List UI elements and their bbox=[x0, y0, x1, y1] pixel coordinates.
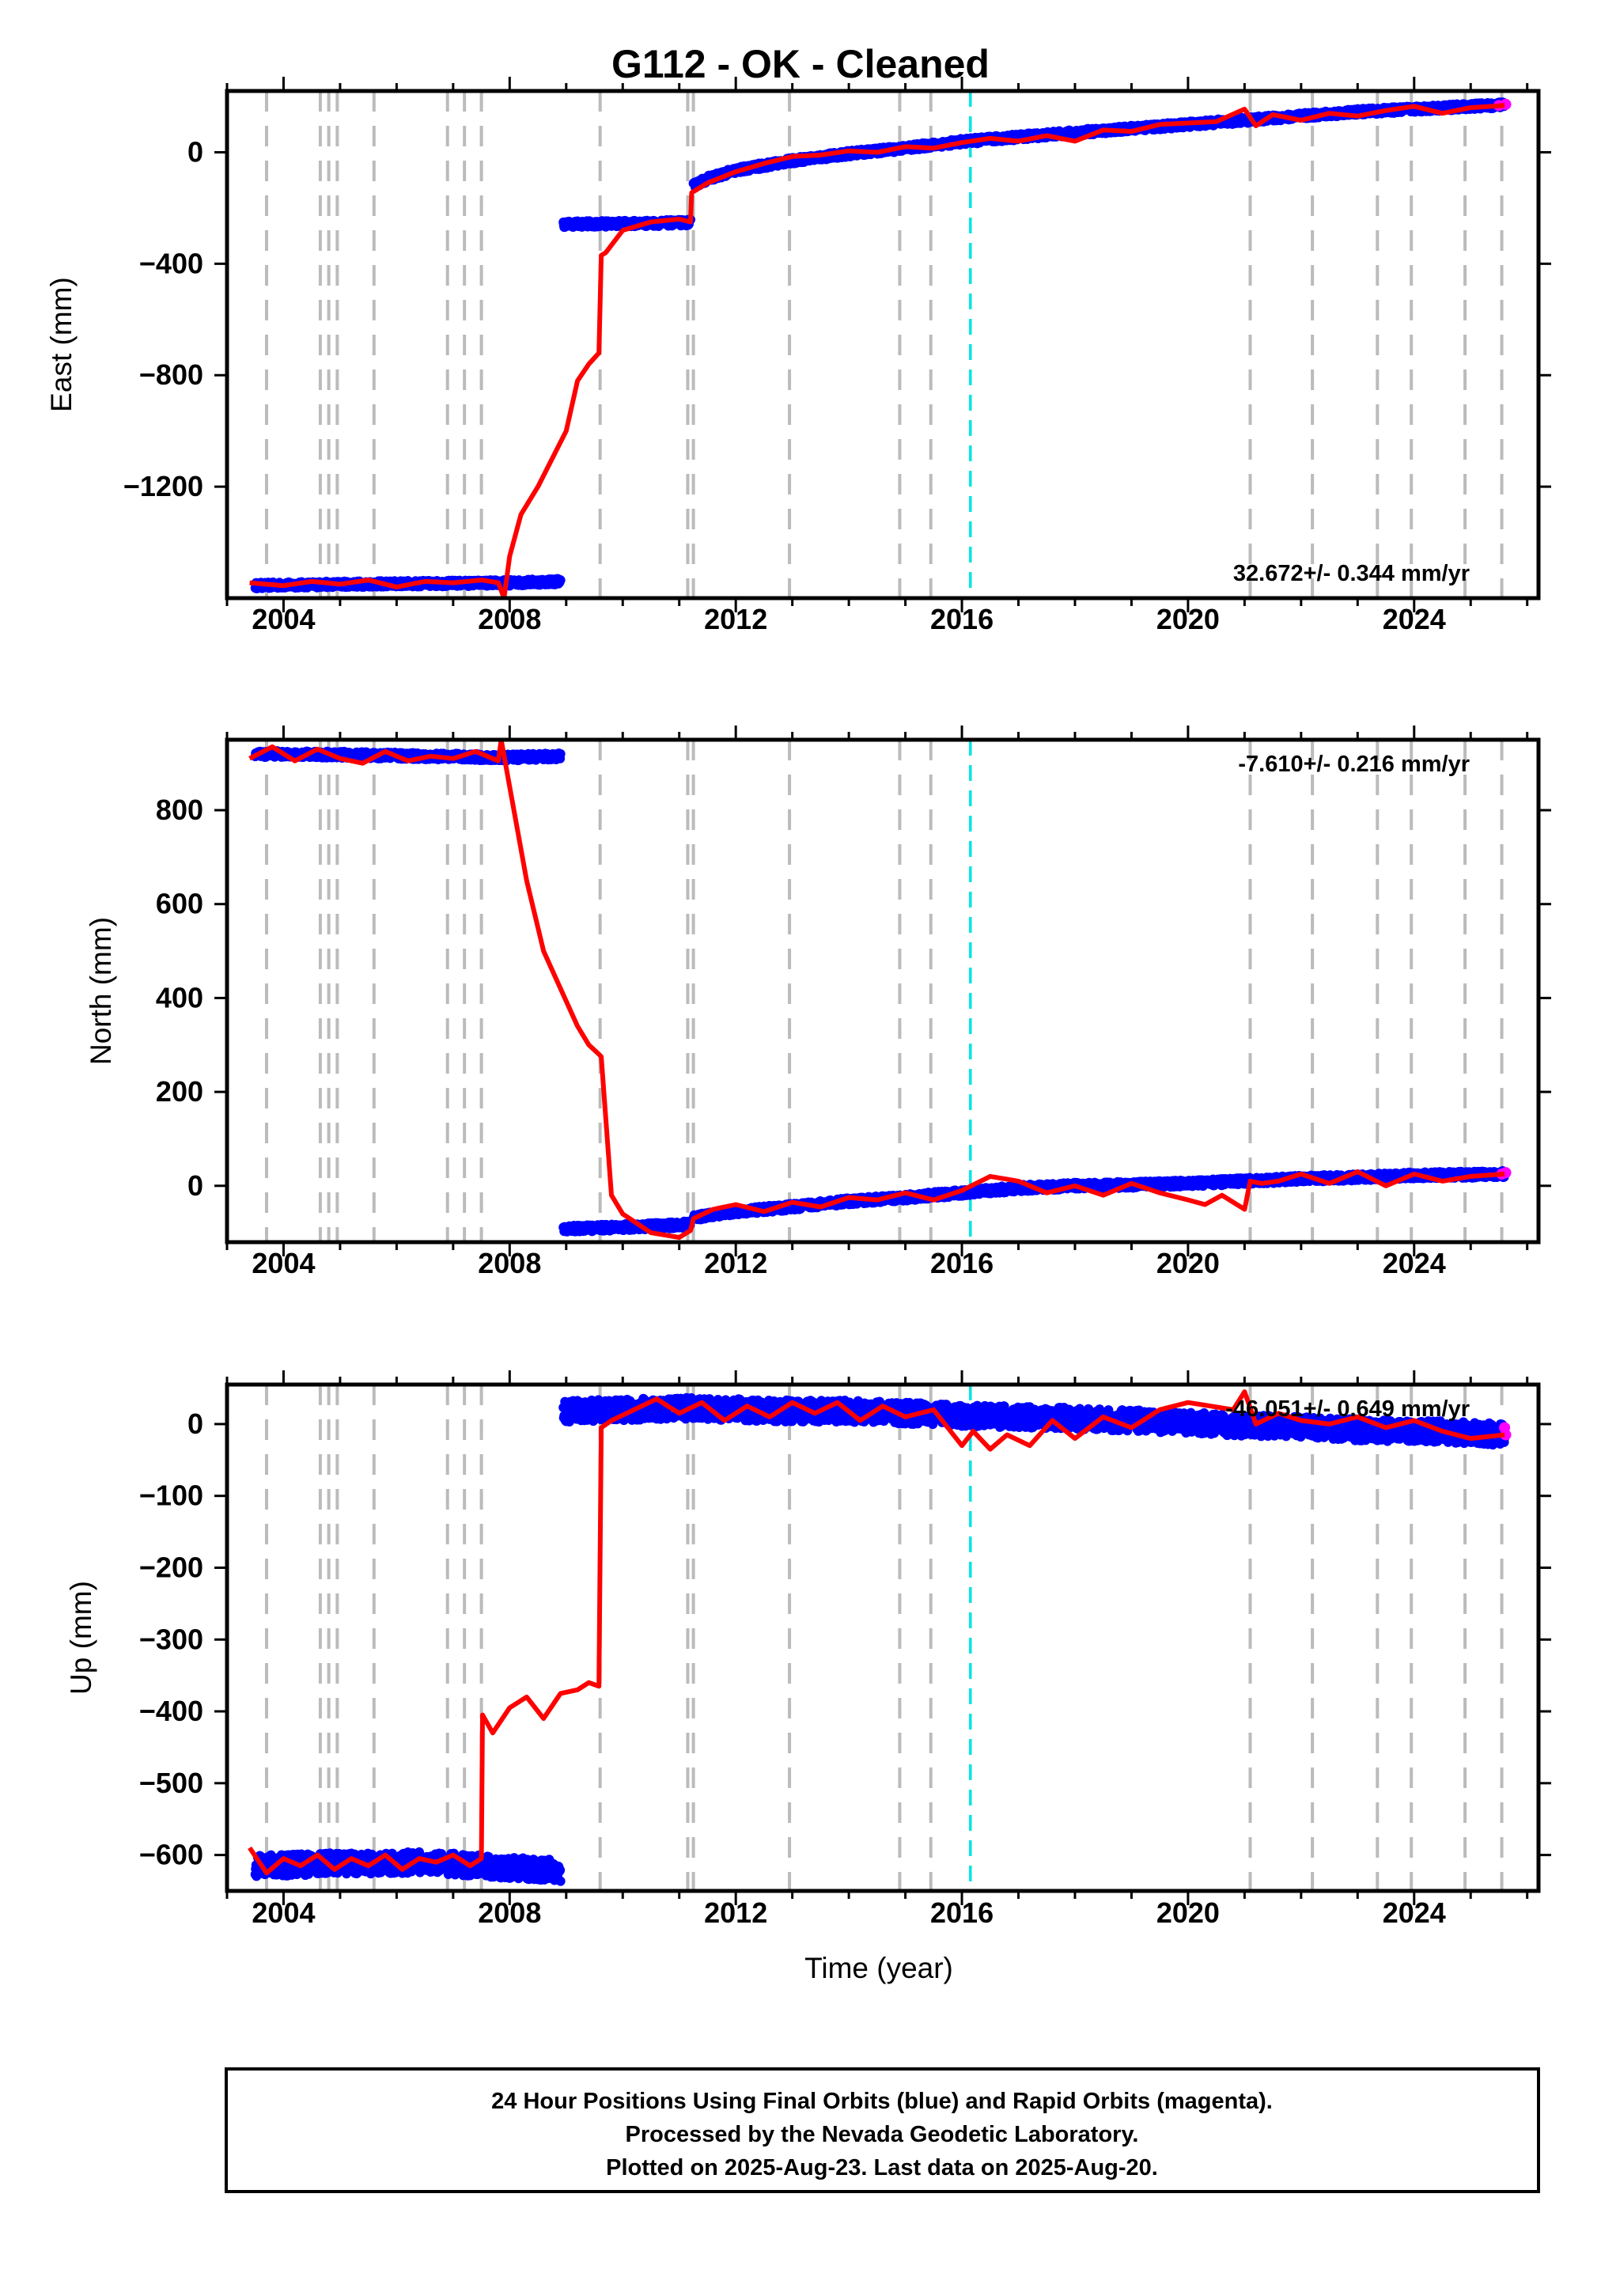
y-tick-label: −400 bbox=[139, 247, 203, 279]
model-line bbox=[249, 103, 1505, 598]
x-tick-label: 2024 bbox=[1383, 603, 1446, 635]
north-panel: 2004 2008 2012 2016 2020 20248006004002000Nor… bbox=[85, 726, 1551, 1279]
plot-area bbox=[248, 740, 1512, 1242]
east-panel: 2004 2008 2012 2016 2020 2024 0 −400 −800 −1200 Ea… bbox=[45, 77, 1551, 635]
x-tick-label: 2004 bbox=[252, 603, 315, 635]
x-tick-label: 2016 bbox=[930, 603, 994, 635]
final-orbit-point bbox=[555, 575, 566, 585]
rate-label: 32.672+/- 0.344 mm/yr bbox=[1233, 561, 1470, 586]
y-tick-label: 0 bbox=[187, 135, 203, 168]
y-tick-label: −1200 bbox=[123, 470, 203, 502]
plot-frame bbox=[225, 89, 1541, 601]
x-tick-label: 2020 bbox=[1156, 603, 1220, 635]
plot-area bbox=[249, 91, 1512, 598]
final-orbit-point bbox=[555, 748, 566, 759]
x-tick-label: 2008 bbox=[478, 603, 541, 635]
y-tick-label: −800 bbox=[139, 358, 203, 391]
y-axis-label: East (mm) bbox=[45, 277, 78, 412]
x-tick-label: 2012 bbox=[704, 603, 767, 635]
chart-title: G112 - OK - Cleaned bbox=[611, 42, 990, 86]
